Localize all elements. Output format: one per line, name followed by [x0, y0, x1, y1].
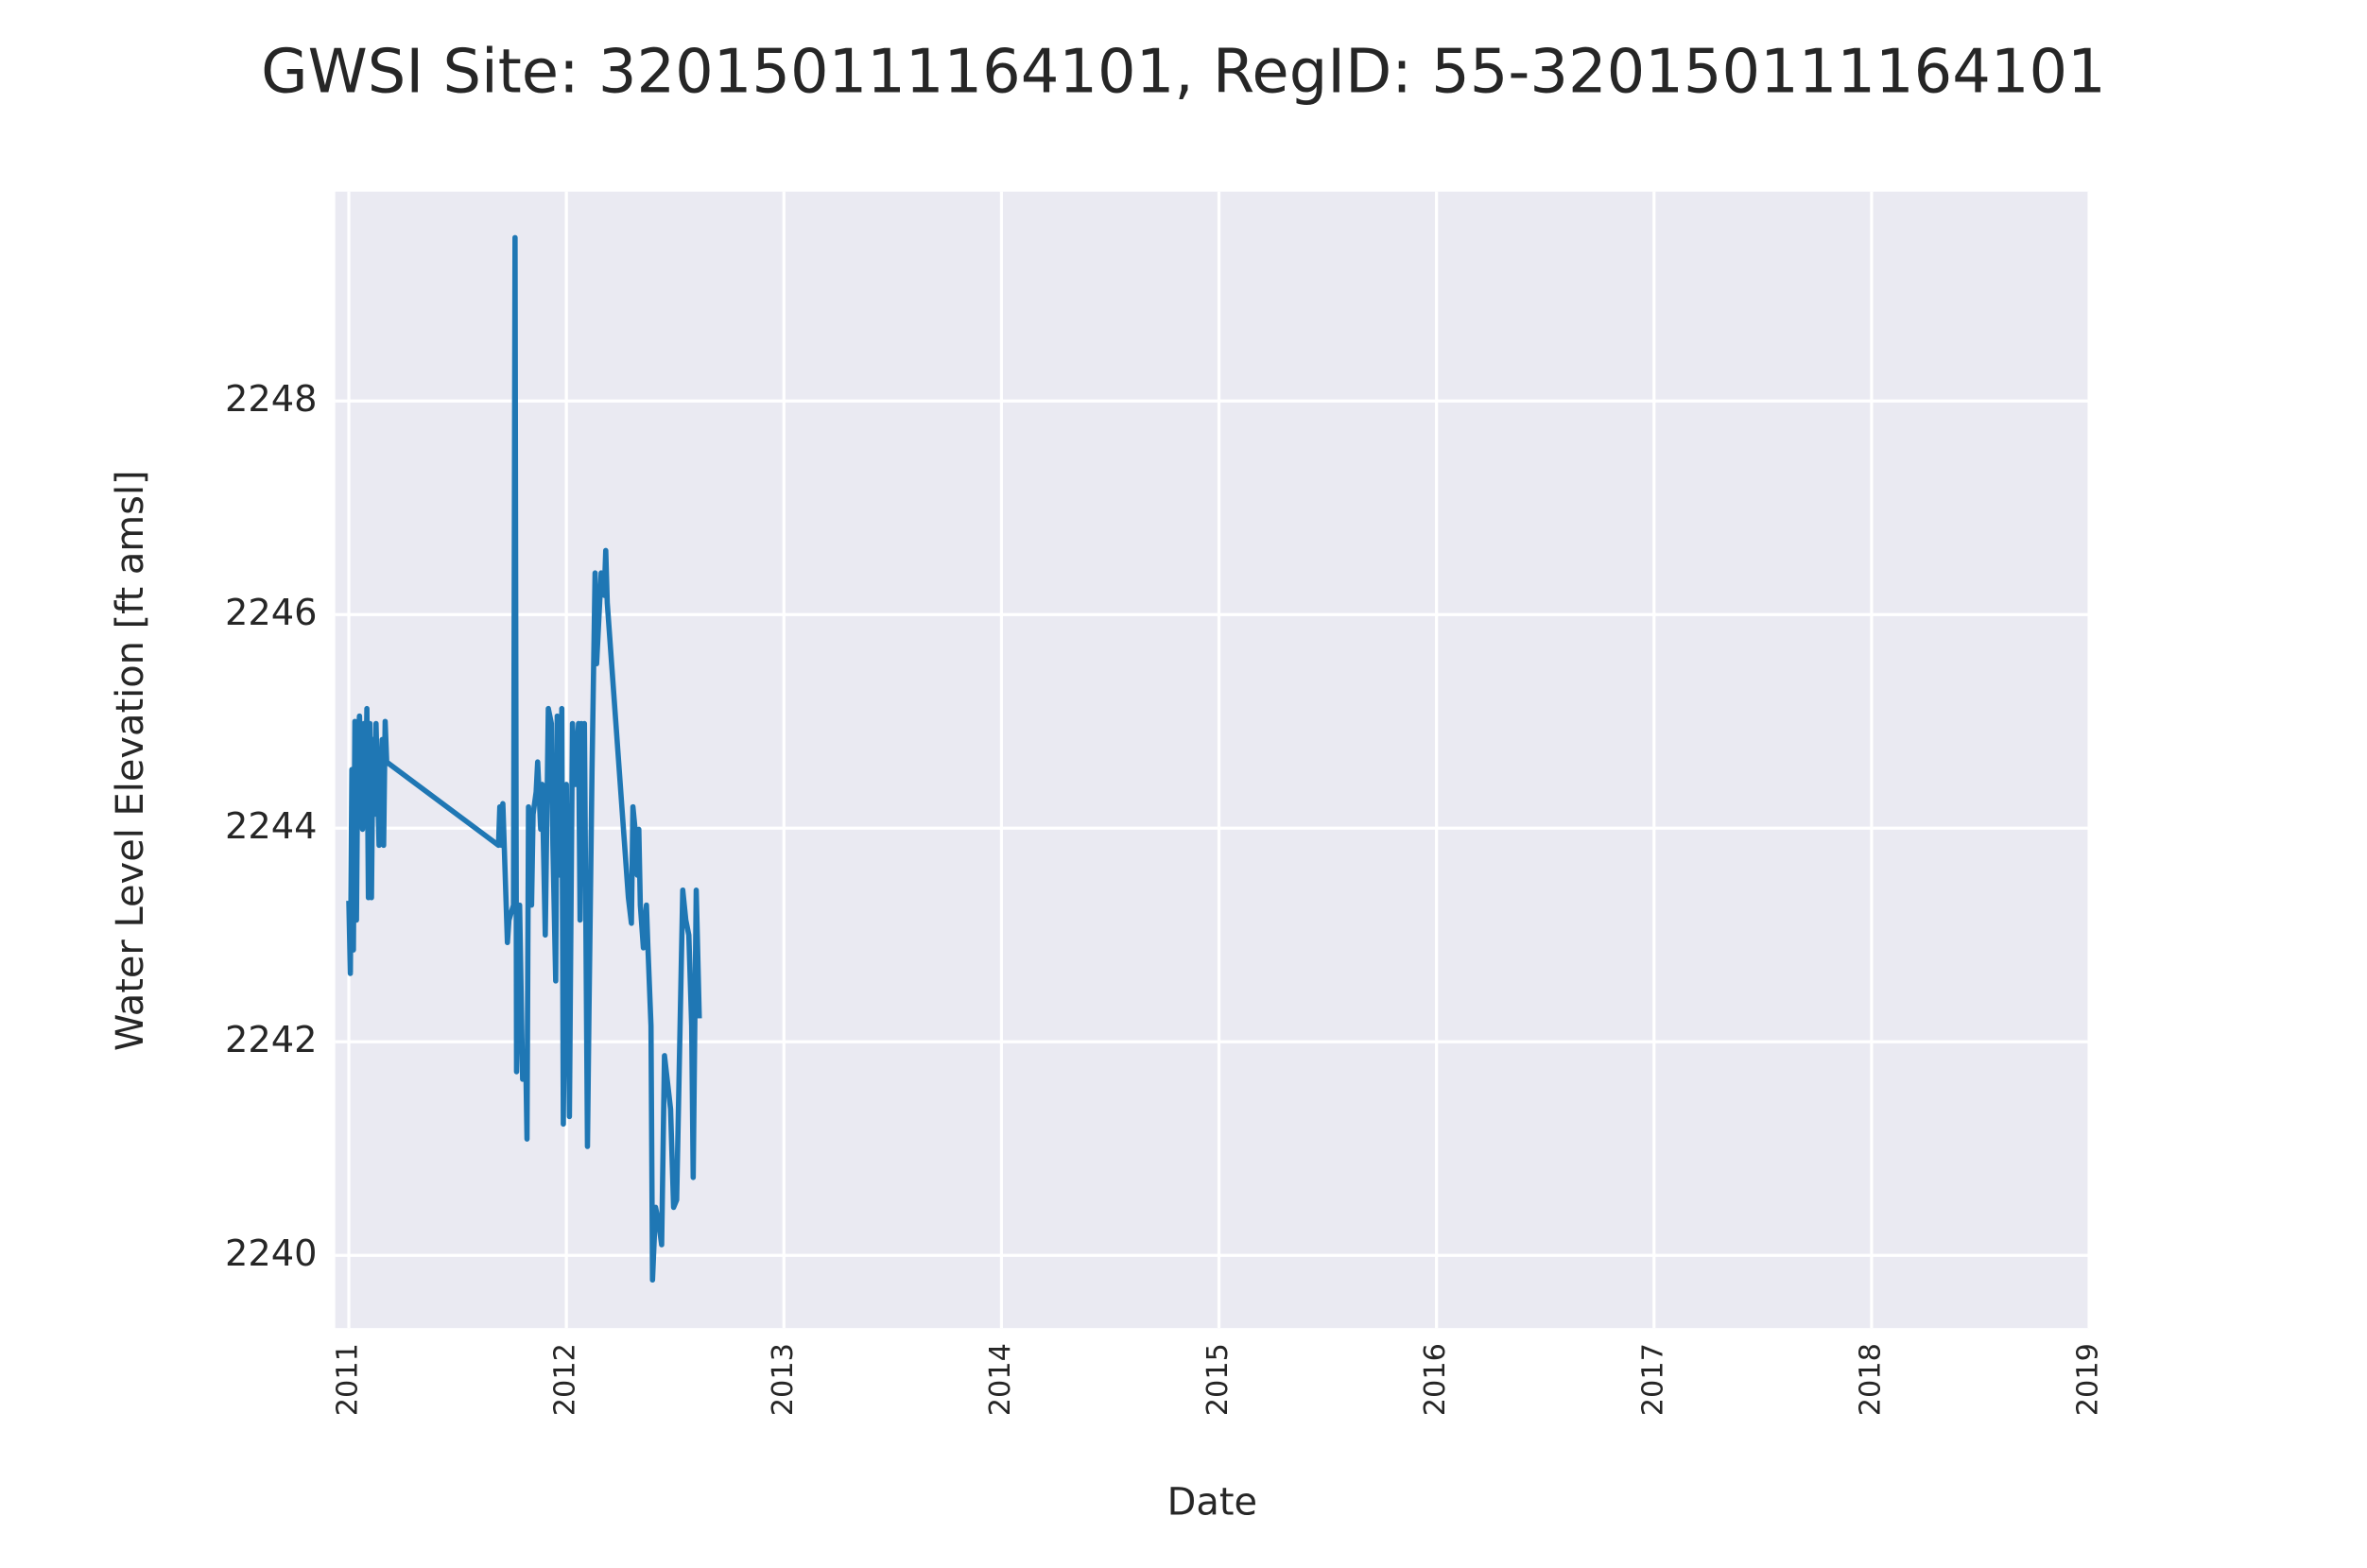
x-tick-label: 2017	[1636, 1343, 1669, 1416]
y-tick-label: 2240	[225, 1232, 318, 1275]
y-axis-label: Water Level Elevation [ft amsl]	[109, 470, 152, 1051]
grid	[335, 191, 2091, 1329]
x-tick-label: 2015	[1201, 1343, 1235, 1416]
data-line	[346, 234, 702, 1284]
y-tick-label: 2244	[225, 805, 318, 848]
chart-title: GWSI Site: 320150111164101, RegID: 55-32…	[261, 37, 2106, 107]
y-tick-label: 2248	[225, 378, 318, 421]
x-tick-label: 2011	[332, 1343, 365, 1416]
x-tick-label: 2019	[2072, 1343, 2105, 1416]
marks	[346, 234, 702, 1284]
x-tick-label: 2014	[984, 1343, 1017, 1416]
labels: 2240 2242 2244 2246 2248 2011 2012 2013 2014 2015…	[225, 378, 2105, 1417]
x-tick-label: 2013	[767, 1343, 800, 1416]
x-axis-label: Date	[1167, 1480, 1257, 1524]
y-tick-label: 2242	[225, 1019, 318, 1061]
plot-background	[335, 191, 2090, 1329]
y-tick-label: 2246	[225, 592, 318, 634]
x-tick-label: 2018	[1854, 1343, 1887, 1416]
x-tick-label: 2016	[1419, 1343, 1452, 1416]
x-tick-label: 2012	[549, 1343, 582, 1416]
